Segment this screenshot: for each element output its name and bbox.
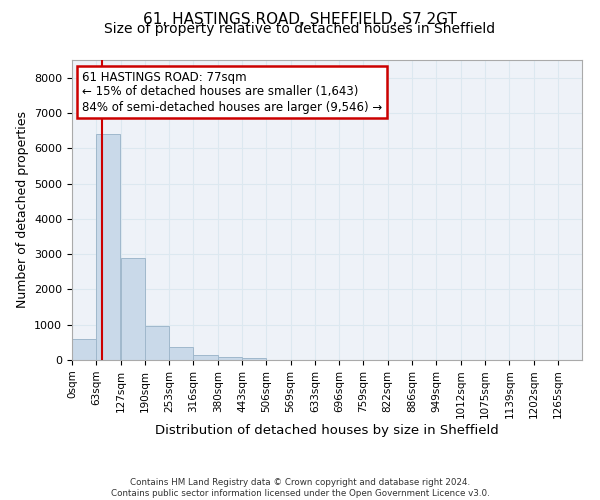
Bar — [169, 348, 193, 360]
Bar — [96, 134, 121, 360]
Bar — [121, 258, 145, 360]
Y-axis label: Number of detached properties: Number of detached properties — [16, 112, 29, 308]
Bar — [193, 355, 218, 360]
Text: Contains HM Land Registry data © Crown copyright and database right 2024.
Contai: Contains HM Land Registry data © Crown c… — [110, 478, 490, 498]
Bar — [72, 339, 96, 360]
Bar — [218, 357, 242, 360]
Bar — [145, 326, 169, 360]
Text: Size of property relative to detached houses in Sheffield: Size of property relative to detached ho… — [104, 22, 496, 36]
Text: 61 HASTINGS ROAD: 77sqm
← 15% of detached houses are smaller (1,643)
84% of semi: 61 HASTINGS ROAD: 77sqm ← 15% of detache… — [82, 70, 382, 114]
X-axis label: Distribution of detached houses by size in Sheffield: Distribution of detached houses by size … — [155, 424, 499, 437]
Bar — [242, 358, 266, 360]
Text: 61, HASTINGS ROAD, SHEFFIELD, S7 2GT: 61, HASTINGS ROAD, SHEFFIELD, S7 2GT — [143, 12, 457, 28]
